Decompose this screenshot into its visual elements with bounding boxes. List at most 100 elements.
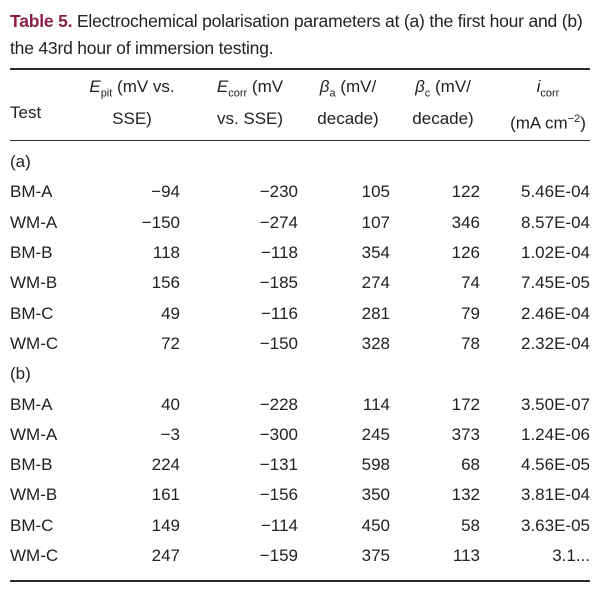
top-rule bbox=[10, 68, 590, 70]
cell-beta-a: 114 bbox=[362, 394, 390, 414]
cell-ecorr: −150 bbox=[259, 333, 298, 353]
cell-epit: −150 bbox=[141, 212, 180, 232]
cell-icorr: 1.02E-04 bbox=[521, 243, 590, 263]
group-label: (a) bbox=[10, 152, 31, 172]
cell-icorr: 3.63E-05 bbox=[521, 515, 590, 535]
cell-beta-a: 328 bbox=[361, 333, 390, 353]
table-row: WM-B 156 −185 274 74 7.45E-05 bbox=[10, 268, 590, 298]
cell-beta-c: 68 bbox=[461, 455, 480, 475]
cell-beta-a: 274 bbox=[361, 273, 390, 293]
table-row: BM-B 118 −118 354 126 1.02E-04 bbox=[10, 238, 590, 268]
cell-ecorr: −156 bbox=[259, 485, 298, 505]
header-rule bbox=[10, 140, 590, 141]
header-beta-c: βc (mV/ decade) bbox=[412, 77, 474, 129]
cell-ecorr: −114 bbox=[260, 515, 298, 535]
cell-ecorr: −230 bbox=[259, 182, 298, 202]
cell-epit: 161 bbox=[151, 485, 180, 505]
cell-test: BM-B bbox=[10, 455, 53, 475]
table-row: WM-A −150 −274 107 346 8.57E-04 bbox=[10, 208, 590, 238]
cell-icorr: 7.45E-05 bbox=[521, 273, 590, 293]
cell-icorr: 2.46E-04 bbox=[521, 303, 590, 323]
table-row: WM-B 161 −156 350 132 3.81E-04 bbox=[10, 480, 590, 510]
cell-beta-c: 132 bbox=[451, 485, 480, 505]
cell-beta-a: 375 bbox=[361, 546, 390, 565]
cell-beta-a: 245 bbox=[361, 424, 390, 444]
cell-ecorr: −274 bbox=[259, 212, 298, 232]
cell-ecorr: −185 bbox=[259, 273, 298, 293]
table-caption: Table 5. Electrochemical polarisation pa… bbox=[10, 8, 595, 62]
cell-beta-c: 113 bbox=[452, 546, 480, 565]
table-row: BM-A 40 −228 114 172 3.50E-07 bbox=[10, 389, 590, 419]
cell-icorr: 3.50E-07 bbox=[521, 394, 590, 414]
cell-test: BM-A bbox=[10, 182, 53, 202]
cell-beta-c: 74 bbox=[461, 273, 480, 293]
cell-beta-a: 354 bbox=[361, 243, 390, 263]
cell-beta-a: 281 bbox=[361, 303, 390, 323]
header-test: Test bbox=[10, 103, 42, 122]
table-row: BM-C 49 −116 281 79 2.46E-04 bbox=[10, 298, 590, 328]
table-body: (a) BM-A −94 −230 105 122 5.46E-04 WM-A −150 −274… bbox=[10, 147, 590, 571]
header-icorr: icorr (mA cm−2) bbox=[510, 77, 586, 134]
cell-icorr: 3.1... bbox=[552, 546, 590, 565]
table-row: WM-C 247 −159 375 113 3.1... bbox=[10, 541, 590, 571]
cell-test: WM-C bbox=[10, 546, 59, 565]
cell-ecorr: −300 bbox=[259, 424, 298, 444]
cell-test: WM-A bbox=[10, 212, 58, 232]
table-row: BM-A −94 −230 105 122 5.46E-04 bbox=[10, 177, 590, 207]
cell-test: BM-C bbox=[10, 303, 54, 323]
cell-test: BM-A bbox=[10, 394, 53, 414]
cell-epit: 224 bbox=[151, 455, 180, 475]
cell-epit: 49 bbox=[161, 303, 180, 323]
data-table: (a) BM-A −94 −230 105 122 5.46E-04 WM-A −150 −274… bbox=[10, 147, 590, 571]
cell-beta-c: 172 bbox=[451, 394, 480, 414]
cell-beta-c: 58 bbox=[461, 515, 480, 535]
cell-icorr: 3.81E-04 bbox=[521, 485, 590, 505]
cell-beta-c: 78 bbox=[461, 333, 480, 353]
cell-beta-c: 79 bbox=[461, 303, 480, 323]
cell-beta-c: 346 bbox=[451, 212, 480, 232]
cell-epit: −94 bbox=[151, 182, 180, 202]
cell-beta-a: 450 bbox=[361, 515, 390, 535]
cell-icorr: 8.57E-04 bbox=[521, 212, 590, 232]
cell-epit: 247 bbox=[151, 546, 180, 565]
caption-text: Electrochemical polarisation parameters … bbox=[10, 11, 583, 58]
table-label: Table 5. bbox=[10, 11, 73, 31]
cell-test: BM-B bbox=[10, 243, 53, 263]
group-row: (b) bbox=[10, 359, 590, 389]
cell-beta-a: 350 bbox=[361, 485, 390, 505]
table-row: BM-C 149 −114 450 58 3.63E-05 bbox=[10, 511, 590, 541]
cell-ecorr: −159 bbox=[259, 546, 298, 565]
cell-icorr: 1.24E-06 bbox=[521, 424, 590, 444]
group-label: (b) bbox=[10, 364, 31, 384]
cell-epit: 118 bbox=[152, 243, 180, 263]
group-row: (a) bbox=[10, 147, 590, 177]
table-row: WM-C 72 −150 328 78 2.32E-04 bbox=[10, 329, 590, 359]
cell-test: WM-B bbox=[10, 273, 58, 293]
cell-beta-a: 598 bbox=[361, 455, 390, 475]
cell-beta-c: 122 bbox=[451, 182, 480, 202]
table-row: WM-A −3 −300 245 373 1.24E-06 bbox=[10, 420, 590, 450]
cell-icorr: 4.56E-05 bbox=[521, 455, 590, 475]
cell-epit: 40 bbox=[161, 394, 180, 414]
cell-test: WM-B bbox=[10, 485, 58, 505]
table-row: BM-B 224 −131 598 68 4.56E-05 bbox=[10, 450, 590, 480]
cell-epit: 149 bbox=[151, 515, 180, 535]
cell-epit: 72 bbox=[161, 333, 180, 353]
cell-beta-c: 126 bbox=[451, 243, 480, 263]
cell-test: WM-C bbox=[10, 333, 59, 353]
cell-epit: 156 bbox=[151, 273, 180, 293]
cell-epit: −3 bbox=[160, 424, 180, 444]
cell-beta-a: 107 bbox=[361, 212, 390, 232]
cell-ecorr: −228 bbox=[259, 394, 298, 414]
cell-ecorr: −118 bbox=[260, 243, 298, 263]
cell-test: BM-C bbox=[10, 515, 54, 535]
cell-icorr: 5.46E-04 bbox=[521, 182, 590, 202]
cell-test: WM-A bbox=[10, 424, 58, 444]
cell-beta-c: 373 bbox=[451, 424, 480, 444]
cell-icorr: 2.32E-04 bbox=[521, 333, 590, 353]
header-epit: Epit (mV vs. SSE) bbox=[89, 77, 175, 129]
cell-ecorr: −131 bbox=[259, 455, 298, 475]
header-beta-a: βa (mV/ decade) bbox=[317, 77, 379, 129]
bottom-rule bbox=[10, 580, 590, 582]
